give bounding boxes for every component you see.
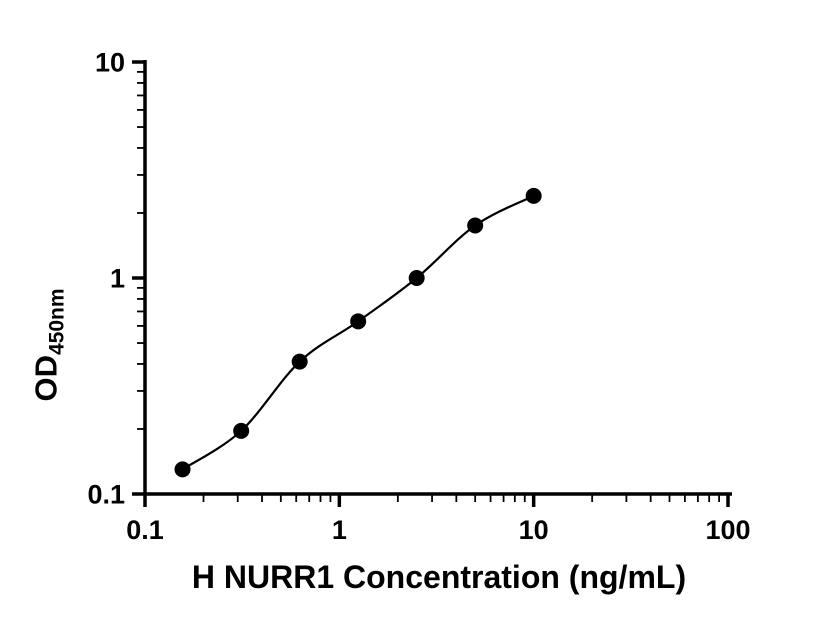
y-tick-label: 0.1 <box>87 479 125 509</box>
axis-lines <box>143 60 732 496</box>
y-axis-title-subscript: 450nm <box>45 288 69 356</box>
y-tick-label: 10 <box>95 47 125 77</box>
y-axis-title-main: OD <box>28 355 64 402</box>
y-axis-title: OD450nm <box>28 288 69 402</box>
data-point <box>350 313 367 330</box>
data-point <box>467 217 484 234</box>
x-tick-label: 100 <box>705 515 750 545</box>
x-tick-label: 1 <box>332 515 347 545</box>
x-tick-label: 0.1 <box>126 515 164 545</box>
y-tick-label: 1 <box>110 263 125 293</box>
data-point <box>291 353 308 370</box>
data-point <box>174 461 191 478</box>
x-tick-label: 10 <box>519 515 549 545</box>
data-point <box>233 422 250 439</box>
data-point <box>525 187 542 204</box>
data-point <box>408 270 425 286</box>
x-axis-title: H NURR1 Concentration (ng/mL) <box>191 559 687 595</box>
